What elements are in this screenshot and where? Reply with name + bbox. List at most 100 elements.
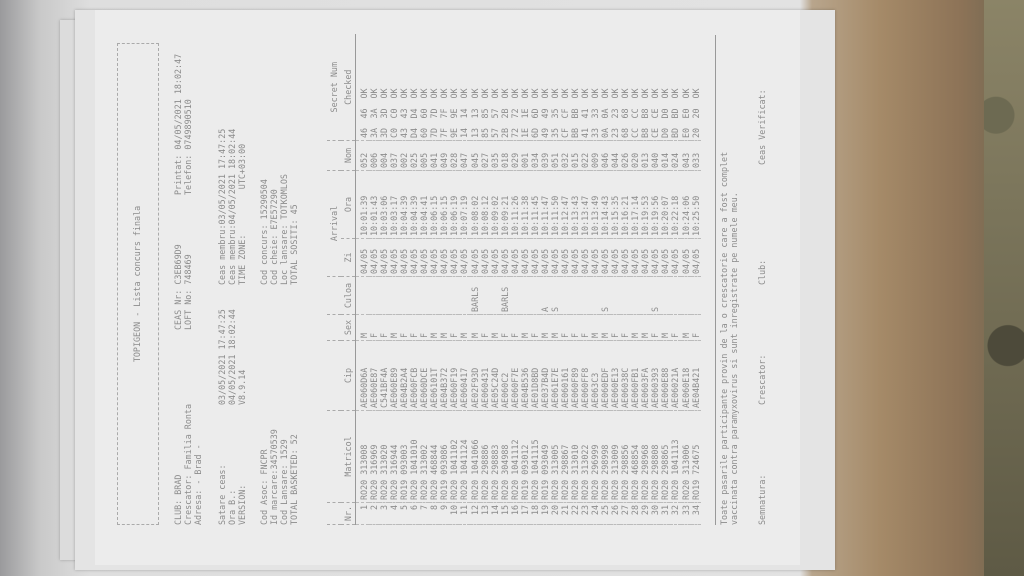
cell-checked: OK: [630, 88, 641, 99]
cell-matricol: RO20 1041112: [509, 410, 520, 503]
table-row: 23 RO20 313022 AE060FF8 F 04/05 10:13:47 022 41…: [580, 34, 591, 525]
cell-matricol: RO20 313008: [355, 410, 370, 503]
cell-cip: AE06021A: [670, 340, 681, 411]
cell-matricol: RO20 298867: [559, 410, 570, 503]
cell-secret-1: 13: [469, 120, 480, 141]
cell-nr: 33: [680, 502, 691, 525]
col-nom: Nom: [327, 140, 356, 171]
cell-nr: 20: [549, 502, 560, 525]
cell-culoa: [419, 276, 430, 315]
cell-secret-2: 41: [580, 108, 591, 119]
cell-secret-2: 6D: [529, 108, 540, 119]
cell-zi: 04/05: [389, 238, 400, 277]
table-header-row: Nr. Matricol Cip Sex Culoa Arrival Nom S…: [327, 34, 356, 525]
cell-nr: 3: [379, 502, 390, 525]
cell-matricol: RO19 724675: [690, 410, 701, 503]
cell-checked: OK: [680, 88, 691, 99]
cell-zi: 04/05: [690, 238, 701, 277]
cell-secret-1: E0: [680, 120, 691, 141]
cell-nom: 051: [549, 140, 560, 171]
cell-secret-2: 0A: [600, 108, 611, 119]
cell-secret-2: CC: [630, 108, 641, 119]
cell-cip: AE0603FA: [640, 340, 651, 411]
satare-label: Satare ceas:: [217, 464, 227, 525]
cell-secret-1: 14: [459, 120, 470, 141]
cod-lansare: Cod Lansare: 1529: [279, 439, 289, 525]
telefon: Telefon: 0749890510: [183, 99, 193, 195]
table-row: 4 RO20 316944 AE060E89 M 04/05 10:03:17 037 C0 C…: [389, 34, 400, 525]
cell-cip: AE060431: [479, 340, 490, 411]
cell-matricol: RO20 313006: [680, 410, 691, 503]
cell-zi: 04/05: [529, 238, 540, 277]
cell-cip: AE060FF8: [580, 340, 591, 411]
cell-matricol: RO19 093003: [399, 410, 410, 503]
semnatura-label: Semnatura:: [757, 474, 767, 525]
cell-culoa: BARLS: [499, 276, 510, 315]
cell-nom: 020: [630, 140, 641, 171]
cell-sex: M: [519, 314, 530, 341]
cell-secret-1: 3D: [379, 120, 390, 141]
cell-secret-1: 7D: [429, 120, 440, 141]
cell-cip: AE063C3: [590, 340, 601, 411]
cell-zi: 04/05: [590, 238, 601, 277]
cell-ora: 10:16:21: [620, 170, 631, 239]
cell-sex: F: [479, 314, 490, 341]
cell-cip: AE04B421: [690, 340, 701, 411]
cell-zi: 04/05: [620, 238, 631, 277]
cell-nr: 17: [519, 502, 530, 525]
cell-sex: M: [429, 314, 440, 341]
cell-sex: M: [489, 314, 500, 341]
cell-secret-1: BB: [569, 120, 581, 141]
table-row: 28 RO20 468854 AE060FB1 M 04/05 10:17:14 020 CC…: [630, 34, 641, 525]
cell-nom: 018: [499, 140, 510, 171]
cell-secret-1: 68: [620, 120, 631, 141]
cell-sex: F: [670, 314, 681, 341]
adresa: Adresa: - Brad -: [193, 444, 203, 525]
cell-secret-2: 14: [459, 108, 470, 119]
table-row: 26 RO20 313009 AE060E13 F 04/05 10:15:35 044 23…: [610, 34, 621, 525]
table-row: 34 RO19 724675 AE04B421 F 04/05 10:25:50 033 20…: [690, 34, 701, 525]
cell-secret-2: 3D: [379, 108, 390, 119]
cell-cip: AE060EDF: [600, 340, 611, 411]
cell-zi: 04/05: [355, 238, 370, 277]
camouflage-fabric: [984, 0, 1024, 576]
cell-culoa: [620, 276, 631, 315]
cell-nom: 028: [449, 140, 460, 171]
document-title: TOPIGEON - Lista concurs finala: [132, 205, 142, 363]
cell-zi: 04/05: [409, 238, 420, 277]
cell-nr: 18: [529, 502, 540, 525]
cell-nom: 026: [620, 140, 631, 171]
cell-sex: F: [620, 314, 631, 341]
cell-secret-2: 35: [549, 108, 560, 119]
club: CLUB: BRAD: [173, 474, 183, 525]
cell-zi: 04/05: [419, 238, 430, 277]
cell-secret-2: 72: [509, 108, 520, 119]
cell-nr: 15: [499, 502, 510, 525]
cell-matricol: RO20 1041124: [459, 410, 470, 503]
cell-checked: OK: [389, 88, 400, 99]
statement-line-1: Toate pasarile participante provin de la…: [719, 151, 729, 525]
cell-matricol: RO20 298998: [600, 410, 611, 503]
cell-secret-1: D4: [409, 120, 420, 141]
cell-nr: 9: [439, 502, 450, 525]
cell-ora: 10:06:19: [449, 170, 460, 239]
cell-culoa: [630, 276, 641, 315]
cell-ora: 10:11:45: [529, 170, 540, 239]
cell-ora: 10:25:50: [690, 170, 701, 239]
cell-secret-2: 33: [590, 108, 601, 119]
cell-ora: 10:19:53: [640, 170, 651, 239]
cell-matricol: RO20 298865: [660, 410, 671, 503]
cell-secret-2: C0: [389, 108, 400, 119]
cell-secret-1: 6D: [529, 120, 540, 141]
cell-zi: 04/05: [439, 238, 450, 277]
cell-zi: 04/05: [600, 238, 611, 277]
cell-checked: OK: [369, 88, 380, 99]
cell-nr: 4: [389, 502, 400, 525]
cod-asoc: Cod Asoc: FNCPR: [259, 449, 269, 525]
cell-ora: 10:17:14: [630, 170, 641, 239]
cell-sex: F: [529, 314, 540, 341]
table-row: 17 RO19 093012 AE04B536 M 04/05 10:11:38 001 1E…: [519, 34, 530, 525]
cell-ora: 10:12:47: [559, 170, 570, 239]
cell-ora: 10:01:39: [355, 170, 370, 239]
cell-secret-2: 43: [399, 108, 410, 119]
